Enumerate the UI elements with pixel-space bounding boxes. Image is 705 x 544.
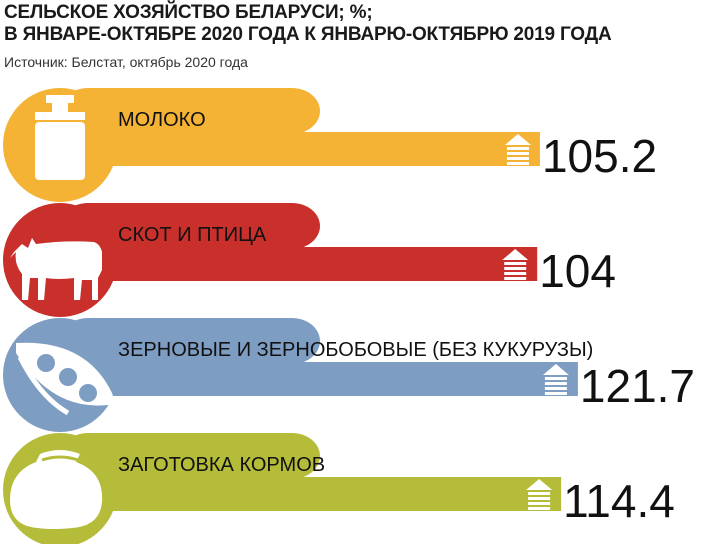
up-arrow-icon — [504, 134, 531, 165]
value-label: 121.7 — [580, 360, 695, 412]
up-arrow-icon — [526, 479, 553, 510]
chart-title-line-2: В ЯНВАРЕ-ОКТЯБРЕ 2020 ГОДА К ЯНВАРЮ-ОКТЯ… — [4, 24, 612, 45]
cow-icon — [10, 238, 102, 300]
bar — [60, 362, 578, 396]
category-label: СКОТ И ПТИЦА — [118, 224, 267, 246]
bar-tab — [60, 203, 320, 249]
bar — [60, 477, 562, 511]
source-note: Источник: Белстат, октябрь 2020 года — [4, 54, 248, 70]
feed-sack-icon — [10, 450, 103, 529]
bar-tab — [60, 433, 320, 479]
category-label: ЗЕРНОВЫЕ И ЗЕРНОБОБОВЫЕ (БЕЗ КУКУРУЗЫ) — [118, 339, 593, 361]
bar-tab — [60, 318, 320, 364]
bar — [60, 132, 540, 166]
value-label: 114.4 — [563, 475, 675, 527]
bar-group: ЗЕРНОВЫЕ И ЗЕРНОБОБОВЫЕ (БЕЗ КУКУРУЗЫ)12… — [3, 318, 695, 432]
bar — [60, 247, 538, 281]
up-arrow-icon — [542, 364, 569, 395]
value-label: 104 — [539, 245, 616, 297]
bar-group: ЗАГОТОВКА КОРМОВ 114.4 — [3, 433, 675, 544]
value-label: 105.2 — [542, 130, 657, 182]
up-arrow-icon — [502, 249, 529, 280]
bar-group: СКОТ И ПТИЦА 104 — [3, 203, 616, 317]
chart-title-line-1: СЕЛЬСКОЕ ХОЗЯЙСТВО БЕЛАРУСИ; %; — [4, 2, 373, 23]
category-label: МОЛОКО — [118, 109, 206, 131]
bean-pod-icon — [16, 342, 114, 416]
category-label: ЗАГОТОВКА КОРМОВ — [118, 454, 325, 476]
bar-group: МОЛОКО 105.2 — [3, 88, 657, 202]
milk-can-icon — [35, 95, 85, 180]
bar-tab — [60, 88, 320, 134]
